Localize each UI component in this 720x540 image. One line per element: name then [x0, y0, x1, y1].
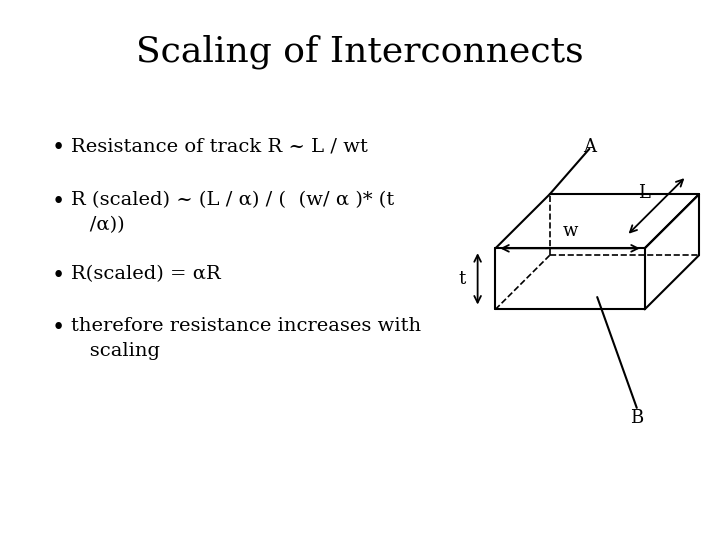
Text: Scaling of Interconnects: Scaling of Interconnects [136, 34, 584, 69]
Text: A: A [582, 138, 596, 156]
Text: •: • [52, 318, 65, 339]
Text: R (scaled) ~ (L / α) / (  (w/ α )* (t
   /α)): R (scaled) ~ (L / α) / ( (w/ α )* (t /α)… [71, 191, 395, 234]
Text: •: • [52, 137, 65, 159]
Text: Resistance of track R ~ L / wt: Resistance of track R ~ L / wt [71, 137, 368, 155]
Text: t: t [458, 270, 465, 288]
Text: w: w [562, 221, 577, 240]
Text: •: • [52, 191, 65, 213]
Text: therefore resistance increases with
   scaling: therefore resistance increases with scal… [71, 318, 421, 360]
Text: L: L [638, 185, 650, 202]
Text: R(scaled) = αR: R(scaled) = αR [71, 265, 221, 283]
Text: •: • [52, 265, 65, 287]
Text: B: B [630, 409, 644, 427]
